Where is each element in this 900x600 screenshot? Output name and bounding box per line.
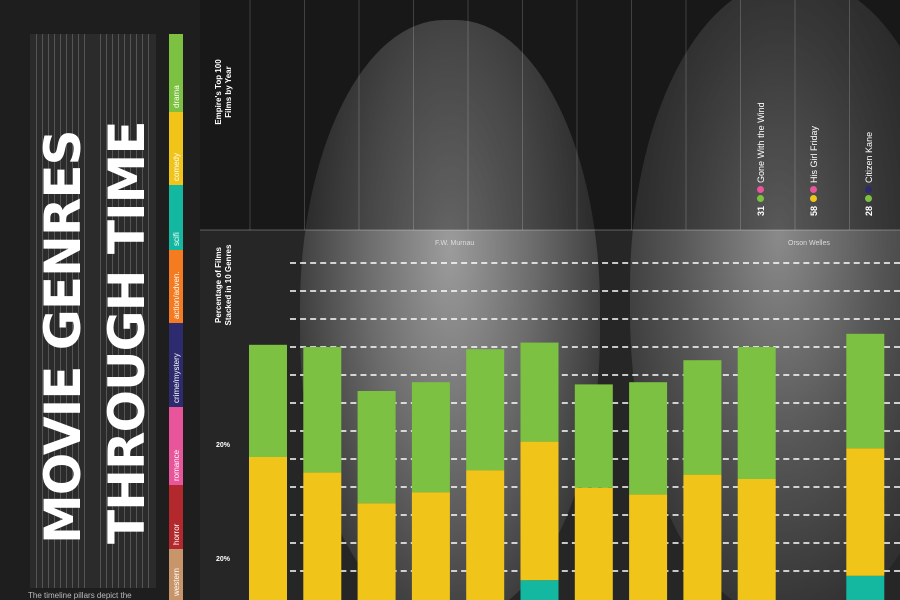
caption-welles: Orson Welles <box>788 240 830 247</box>
legend-item-romance: romance <box>169 407 183 485</box>
legend-item-drama: drama <box>169 34 183 112</box>
bar-segment-comedy <box>629 494 668 600</box>
film-title: His Girl Friday <box>809 125 819 183</box>
bar-segment-comedy <box>249 457 287 600</box>
bar-segment-drama <box>411 382 450 493</box>
bar-segment-comedy <box>737 479 776 600</box>
bar-segment-drama <box>737 347 776 479</box>
genre-legend: drama comedy scifi action/adven. crime/myste… <box>169 34 183 600</box>
legend-item-action-adven-: action/adven. <box>169 250 183 323</box>
bar-segment-drama <box>249 344 287 457</box>
legend-item-horror: horror <box>169 485 183 549</box>
film-rank: 31 <box>756 205 766 216</box>
bar-segment-comedy <box>846 448 885 576</box>
bar-segment-drama <box>357 391 396 504</box>
film-rank: 58 <box>809 205 819 216</box>
film-genre-dot <box>810 195 817 203</box>
bar-segment-comedy <box>357 503 396 600</box>
bar-segment-comedy <box>411 492 450 600</box>
bar-segment-scifi <box>846 575 885 600</box>
bar-segment-drama <box>303 347 342 473</box>
gridline <box>290 374 900 376</box>
gridline <box>290 262 900 264</box>
bar-segment-drama <box>520 342 559 442</box>
film-genre-dot <box>757 186 764 194</box>
legend-item-western: western <box>169 549 183 600</box>
film-entry-2: 58 His Girl Friday <box>809 126 819 216</box>
film-title: Citizen Kane <box>864 131 874 183</box>
left-panel: MOVIE GENRES THROUGH TIME drama comedy sci… <box>0 0 200 600</box>
bar-segment-comedy <box>520 441 559 581</box>
film-genre-dot <box>865 195 872 203</box>
legend-item-crime-mystery: crime/mystery <box>169 323 183 407</box>
y-tick-label: 20% <box>216 556 231 563</box>
legend-item-comedy: comedy <box>169 112 183 185</box>
bar-segment-drama <box>683 360 722 475</box>
film-entry-3: 28 Citizen Kane <box>864 132 874 216</box>
bar-segment-comedy <box>303 472 342 600</box>
film-genre-dot <box>810 186 817 194</box>
bar-segment-drama <box>629 382 668 495</box>
gridline <box>290 290 900 292</box>
bar-segment-comedy <box>683 474 722 600</box>
gridline <box>290 346 900 348</box>
film-rank: 28 <box>864 205 874 216</box>
bar-segment-drama <box>574 384 613 488</box>
bar-segment-comedy <box>466 470 505 600</box>
film-title: Gone With the Wind <box>756 102 766 183</box>
year-grid-lines <box>200 0 900 231</box>
title-band-1 <box>36 34 88 588</box>
top-band <box>200 0 900 230</box>
gridline <box>290 318 900 320</box>
title-strip: MOVIE GENRES THROUGH TIME <box>30 34 156 588</box>
bar-segment-comedy <box>574 487 613 600</box>
legend-item-scifi: scifi <box>169 185 183 250</box>
y-tick-label: 20% <box>216 442 231 449</box>
film-genre-dot <box>757 195 764 203</box>
bar-segment-drama <box>846 333 885 449</box>
film-genre-dot <box>865 186 872 194</box>
title-band-2 <box>100 34 152 588</box>
caption-murnau: F.W. Murnau <box>435 240 475 247</box>
film-entry-1: 31 Gone With the Wind <box>756 102 766 216</box>
footnote: The timeline pillars depict the <box>28 591 132 600</box>
bar-segment-drama <box>466 349 505 471</box>
bar-segment-scifi <box>520 580 559 600</box>
